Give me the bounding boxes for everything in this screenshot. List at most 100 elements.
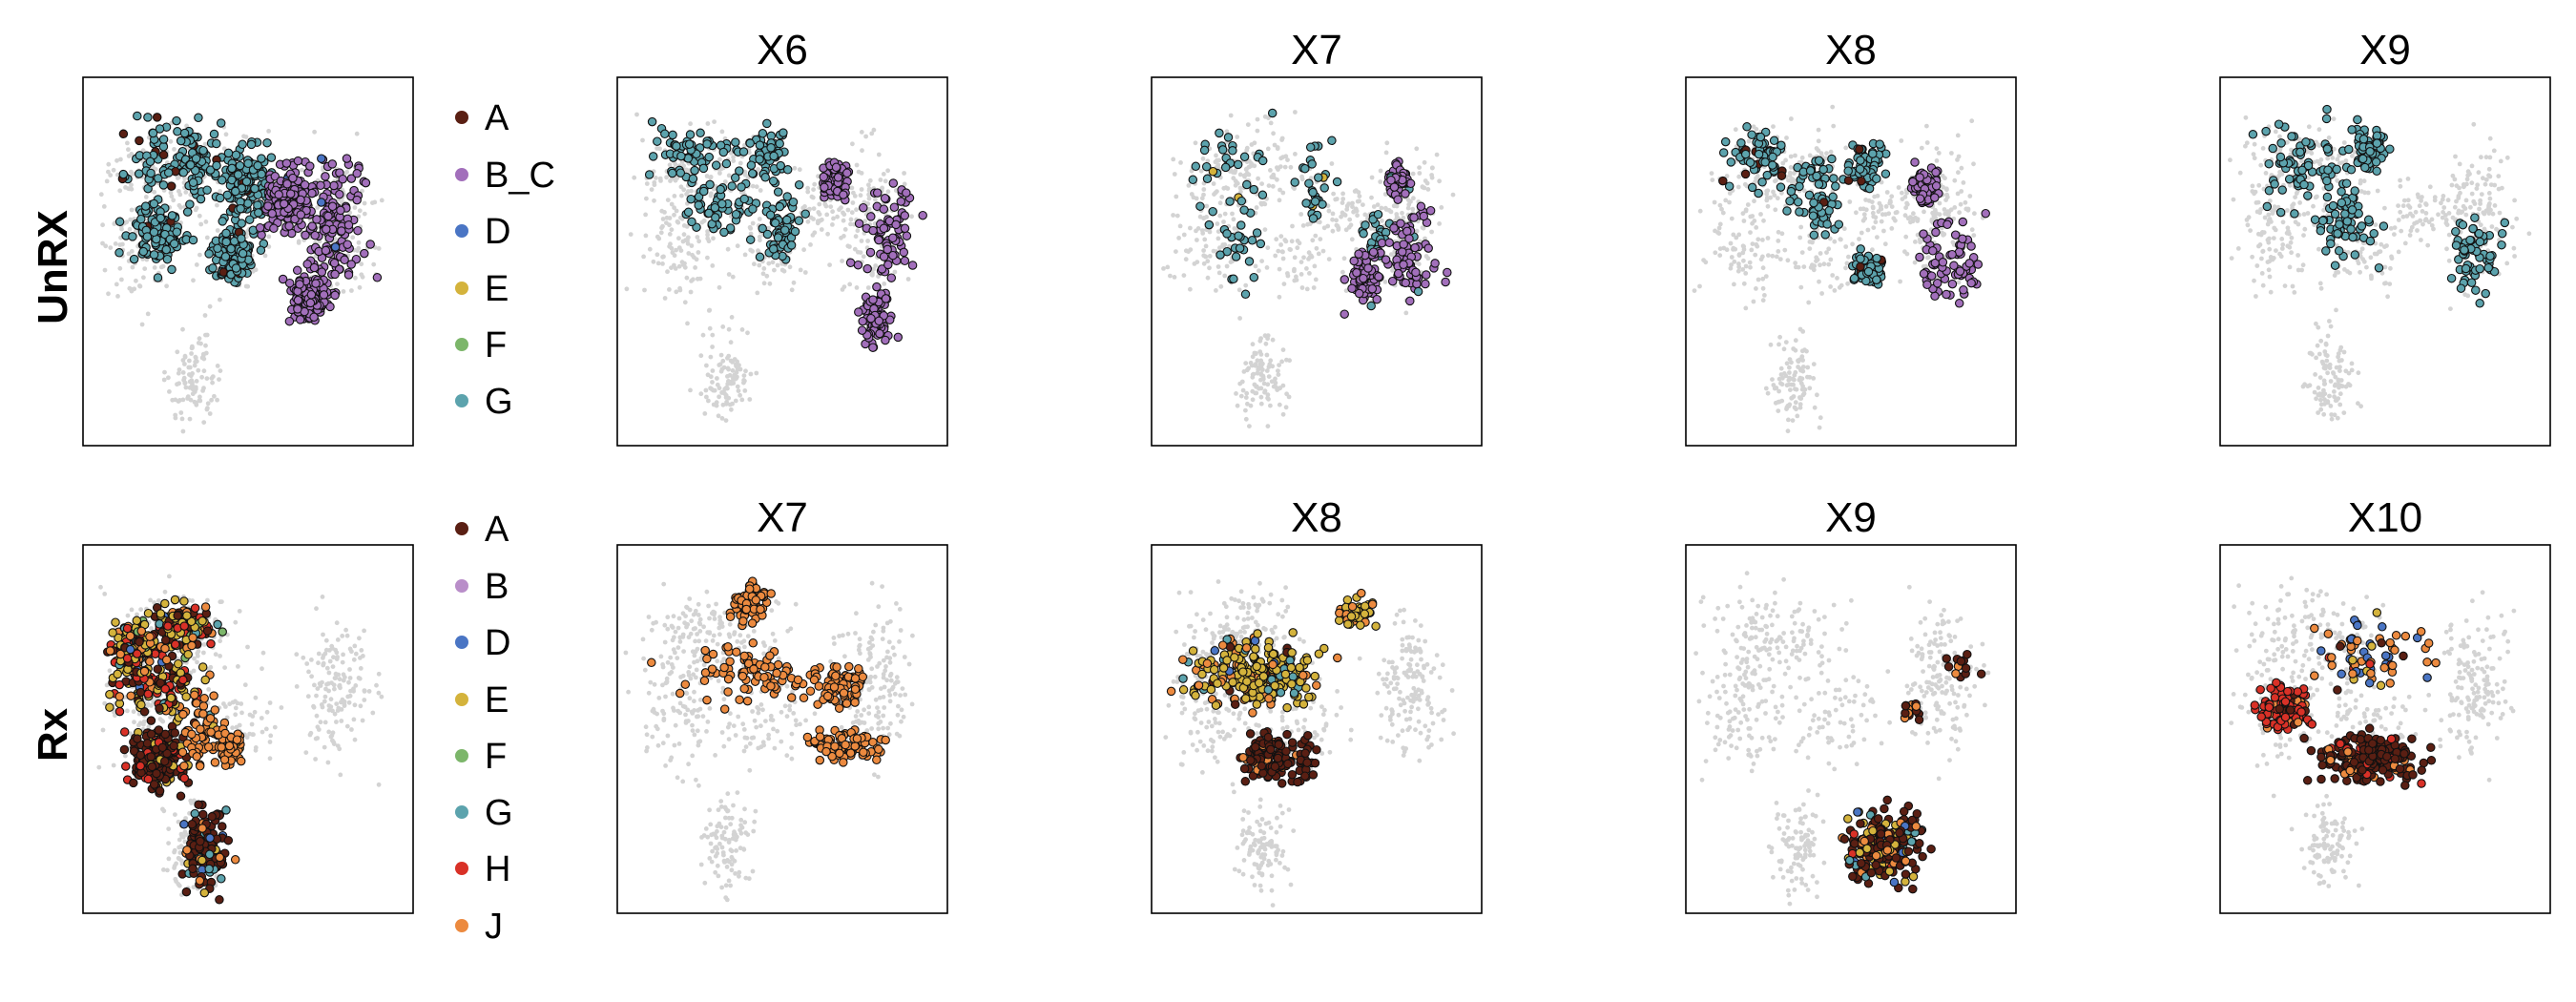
highlight-point [138,246,149,257]
highlight-point [1257,190,1268,200]
background-point [1776,342,1781,347]
highlight-point [755,252,765,262]
background-point [353,275,358,281]
background-point [2282,283,2288,288]
background-point [1735,268,1741,274]
highlight-point [1208,166,1218,177]
background-point [114,157,119,163]
background-point [1875,235,1880,240]
background-point [831,216,836,221]
background-point [183,190,189,195]
background-point [1262,227,1268,233]
background-point [1357,198,1362,204]
background-point [1284,391,1289,397]
highlight-point [352,195,362,205]
highlight-point [758,129,768,138]
highlight-point [1443,267,1452,278]
background-point [2266,218,2272,223]
background-point [244,230,250,236]
background-point [1727,199,1732,205]
background-point [1893,210,1899,216]
background-point [126,186,131,192]
highlight-point [237,234,246,243]
background-point [757,217,762,221]
background-point [207,411,213,416]
highlight-point [300,179,310,190]
highlight-point [194,113,203,123]
highlight-point [296,195,305,205]
background-point [187,365,193,370]
highlight-point [1875,139,1884,149]
background-point [892,269,898,275]
background-point [1259,363,1264,367]
highlight-point [1720,136,1731,147]
background-point [1784,361,1790,366]
background-point [1262,201,1268,207]
background-point [1835,276,1839,281]
background-point [1237,316,1242,321]
background-point [1828,284,1833,289]
background-point [718,368,724,374]
highlight-point [874,316,884,326]
background-point [341,289,346,294]
background-point [700,332,706,338]
background-point [1863,198,1868,202]
legend-label: F [485,737,507,777]
background-point [830,209,835,215]
background-point [127,226,133,232]
background-point [161,377,167,383]
highlight-point [1352,268,1361,278]
background-point [1797,326,1803,332]
background-point [624,286,630,292]
background-point [1260,373,1266,379]
highlight-point [204,249,214,259]
background-point [1796,365,1800,369]
highlight-point [243,158,253,169]
highlight-point [148,128,158,138]
highlight-point [857,325,867,335]
background-point [1796,359,1801,365]
highlight-point [1856,244,1865,254]
background-point [125,140,130,146]
background-point [1736,174,1742,179]
background-point [1343,227,1349,233]
background-point [1871,225,1877,231]
highlight-point [1768,160,1777,170]
legend-label: B [485,567,509,607]
highlight-point [653,136,662,146]
background-point [1237,185,1243,191]
background-point [1839,282,1844,288]
background-point [719,129,725,135]
highlight-point [212,138,221,149]
background-point [1778,365,1784,371]
highlight-point [361,177,371,188]
background-point [811,206,817,212]
background-point [1330,228,1336,234]
highlight-point [893,332,904,343]
background-point [735,243,740,249]
background-point [710,344,715,349]
background-point [1276,248,1281,254]
legend-swatch [455,168,468,181]
background-point [688,387,693,393]
background-point [1292,266,1297,272]
highlight-point [1307,159,1317,169]
highlight-point [1422,270,1431,280]
background-point [661,254,666,260]
highlight-point [212,160,221,171]
background-point [2330,156,2336,160]
background-point [241,134,246,139]
background-point [1215,264,1221,269]
highlight-point [352,169,362,178]
highlight-point [866,313,876,324]
highlight-point [1441,277,1450,287]
background-point [100,240,105,246]
background-point [1341,256,1347,261]
background-point [654,252,660,258]
highlight-point [1930,291,1940,302]
background-point [1336,227,1341,232]
background-point [197,336,202,342]
background-point [725,246,731,252]
background-point [1243,282,1249,288]
background-point [781,268,787,274]
